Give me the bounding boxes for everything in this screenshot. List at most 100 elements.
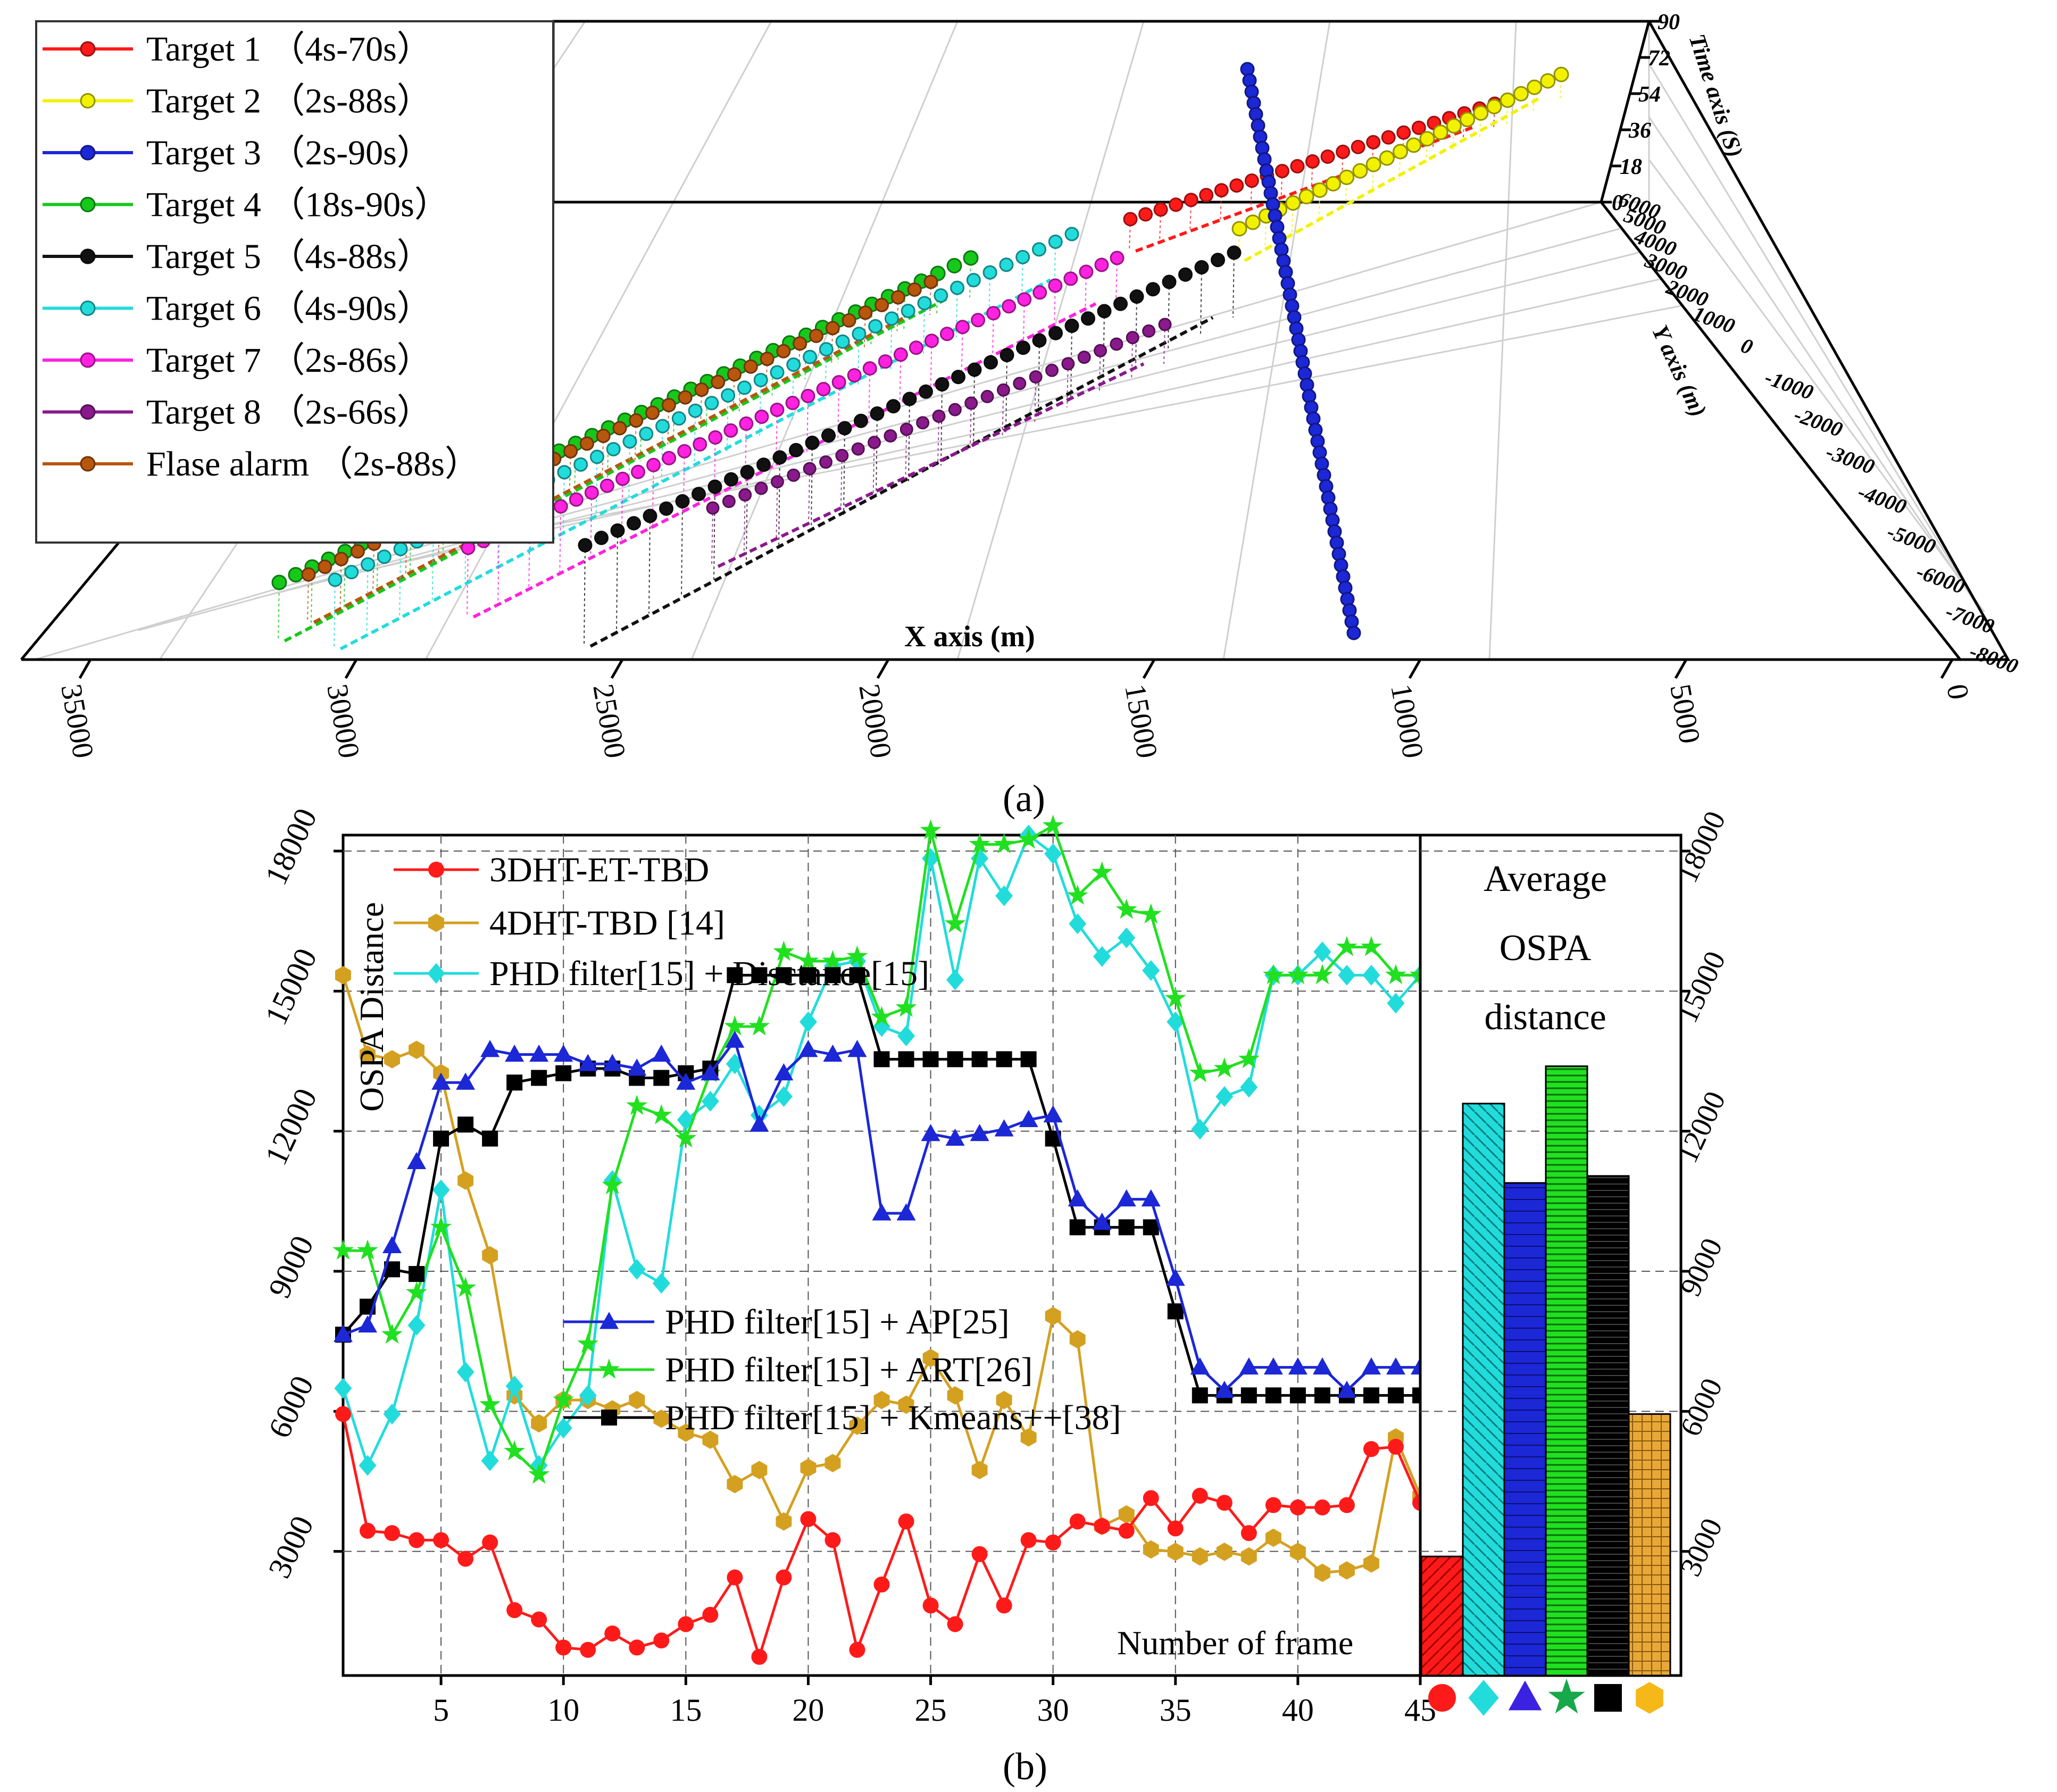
y-tick-label: -8000 <box>1967 639 2021 678</box>
data-point <box>1092 1212 1112 1230</box>
trajectory-point <box>950 280 965 295</box>
data-point <box>922 1597 939 1614</box>
data-point <box>922 1051 939 1068</box>
data-point <box>1069 913 1087 935</box>
data-point <box>1312 1357 1332 1375</box>
legend-label: Target 7 （2s-86s） <box>146 341 432 380</box>
data-point <box>1020 1051 1037 1068</box>
trajectory-point <box>1486 98 1502 114</box>
series-phd-filter-15-ap-25- <box>334 1030 1430 1398</box>
trajectory-point <box>318 560 332 574</box>
data-point <box>482 1246 498 1265</box>
trajectory-point <box>678 390 693 405</box>
bar <box>1420 1555 1464 1677</box>
trajectory-point <box>851 442 865 456</box>
trajectory-point <box>884 311 899 326</box>
data-point <box>652 1273 670 1294</box>
projection-line <box>307 574 309 623</box>
trajectory-point <box>948 403 962 416</box>
data-point <box>873 1051 890 1068</box>
data-point <box>920 819 942 840</box>
trajectory-point <box>334 552 349 566</box>
trajectory-point <box>740 465 755 479</box>
data-point <box>358 1315 378 1333</box>
data-point <box>1042 814 1064 835</box>
data-point <box>800 967 817 983</box>
ground-projection <box>313 313 911 624</box>
data-point <box>580 1641 596 1658</box>
data-point <box>800 1511 817 1527</box>
data-point <box>1287 964 1309 985</box>
data-point <box>1338 1561 1355 1580</box>
projection-line <box>616 530 618 630</box>
bar <box>1586 1175 1630 1677</box>
trajectory-point <box>629 413 644 428</box>
trajectory-point <box>935 377 950 391</box>
data-point <box>1288 1357 1308 1375</box>
legend-entry: Target 3 （2s-90s） <box>43 134 432 172</box>
panel-a-legend: Target 1 （4s-70s） Target 2 （2s-88s） Target… <box>43 30 480 484</box>
data-point <box>335 1406 351 1422</box>
category-marker-triangle <box>1508 1680 1542 1711</box>
data-point <box>798 1040 818 1057</box>
data-point <box>996 1597 1012 1614</box>
trajectory-point <box>996 383 1010 397</box>
trajectory-point <box>694 382 709 397</box>
projection-line <box>1425 138 1428 166</box>
x-tick-label: 5000 <box>1663 681 1706 746</box>
data-point <box>1338 964 1356 986</box>
data-point <box>652 1044 671 1062</box>
trajectory-point <box>1031 242 1046 257</box>
legend-marker <box>80 197 96 212</box>
trajectory-point <box>870 406 885 421</box>
ground-projection <box>589 316 1214 648</box>
data-point <box>1118 927 1136 948</box>
legend-marker <box>599 1312 619 1329</box>
legend-label: PHD filter[15] + AP[25] <box>665 1303 1010 1341</box>
trajectory-point <box>1346 626 1361 640</box>
legend-marker <box>80 301 96 316</box>
trajectory-point <box>631 464 646 479</box>
z-axis-line <box>1600 21 1651 203</box>
legend-entry: PHD filter[15] + AP[25] <box>564 1303 1010 1341</box>
y-tick-label: 12000 <box>258 1083 323 1170</box>
trajectory-point <box>1446 118 1462 134</box>
trajectory-point <box>907 282 922 297</box>
projection-line <box>908 398 910 482</box>
data-point <box>1189 1062 1211 1082</box>
projection-line <box>1135 296 1137 367</box>
trajectory-point <box>393 541 408 556</box>
data-point <box>822 950 844 970</box>
data-point <box>433 1130 449 1147</box>
data-point <box>531 1611 547 1628</box>
projection-line <box>1560 74 1562 98</box>
trajectory-point <box>1015 249 1030 264</box>
data-point <box>409 1040 425 1060</box>
trajectory-point <box>776 344 791 359</box>
trajectory-point <box>1146 282 1160 297</box>
trajectory-point <box>1393 144 1408 160</box>
projection-line <box>1280 171 1283 199</box>
trajectory-point <box>569 492 584 507</box>
projection-line <box>467 547 469 618</box>
legend-label: PHD filter[15] + ART[26] <box>665 1351 1032 1389</box>
projection-line <box>961 327 963 379</box>
panel-b-caption: (b) <box>1003 1745 1047 1788</box>
data-point <box>479 1393 501 1414</box>
trajectory-point <box>615 471 630 486</box>
line-chart-series <box>332 814 1431 1665</box>
trajectory-point <box>971 313 986 328</box>
ground-projection <box>284 296 951 643</box>
trajectory-point <box>584 485 599 500</box>
x-tick-label: 0 <box>1940 681 1975 702</box>
x-tick-label: 15000 <box>1118 681 1163 761</box>
data-point <box>1165 1269 1185 1286</box>
projection-line <box>940 384 943 466</box>
data-point <box>922 1348 939 1368</box>
data-point <box>825 1532 841 1548</box>
data-point <box>1067 885 1088 905</box>
trajectory-point <box>271 574 287 590</box>
x-tick-label: 15 <box>670 1693 702 1728</box>
trajectory-point <box>847 368 862 383</box>
trajectory-point <box>793 336 807 351</box>
